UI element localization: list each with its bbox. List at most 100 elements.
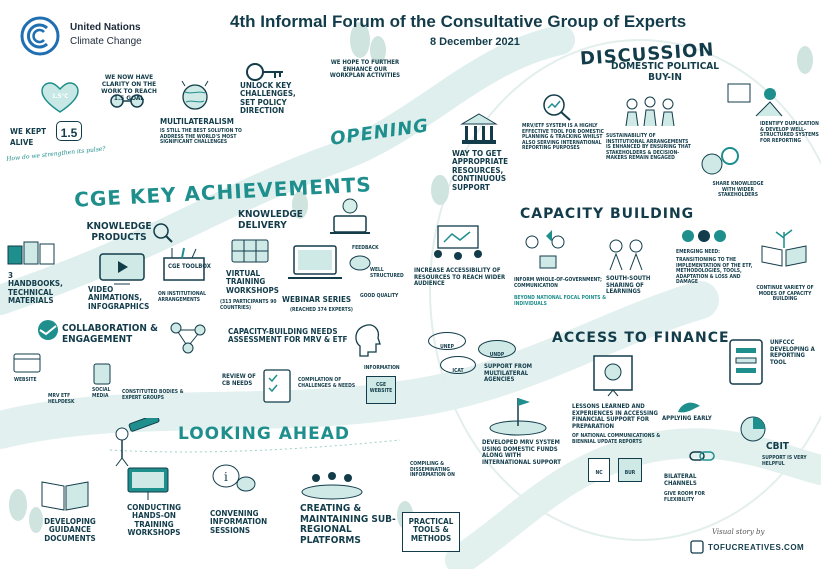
telescope-person-icon — [115, 418, 160, 467]
cge-website-label: CGE website — [369, 382, 393, 394]
bur-doc: BUR — [618, 458, 642, 482]
website-label: Website — [14, 377, 37, 383]
event-date: 8 December 2021 — [430, 36, 520, 48]
toolbox-sub: on institutional arrangements — [158, 291, 206, 303]
platforms-text: Creating & maintaining sub-regional plat… — [300, 503, 396, 546]
cbit-label: CBIT — [766, 441, 789, 452]
feedback-bubble-icon — [349, 255, 371, 271]
video-screen-icon — [99, 253, 145, 285]
convening-text: Convening information sessions — [210, 509, 268, 535]
knowledge-products-title: Knowledge Products — [86, 221, 152, 243]
compiling-text: Compiling & disseminating information on — [410, 461, 455, 478]
flag-podium-icon — [489, 398, 547, 436]
bilateral-sub: give room for flexibility — [664, 491, 705, 503]
helpdesk-label: MRV ETF helpdesk — [48, 393, 75, 405]
checklist-icon — [263, 369, 291, 403]
virtual-training-text: Virtual training workshops — [226, 269, 279, 295]
practical-tools-text: Practical tools & methods — [408, 517, 454, 543]
south-south-text: South-South sharing of learnings — [606, 275, 651, 296]
globe-person-icon — [181, 80, 209, 110]
guidance-text: Developing guidance documents — [44, 517, 96, 543]
guidance-book-icon — [41, 481, 89, 511]
page-title: 4th Informal Forum of the Consultative G… — [230, 12, 687, 31]
social-media-label: Social media — [92, 387, 111, 399]
unlock-text: Unlock key challenges, set policy direct… — [240, 81, 296, 116]
opening-heading: Opening — [329, 115, 431, 150]
video-text: Video animations, infographics — [88, 285, 150, 311]
network-icon — [170, 322, 206, 354]
magnifier-icon — [153, 223, 173, 243]
tofu-logo-icon — [690, 540, 704, 554]
south-south-icon — [609, 239, 643, 271]
constituted-bodies-label: Constituted bodies & expert groups — [122, 389, 184, 401]
org-name-line2: Climate Change — [70, 36, 142, 47]
cbit-text: support is very helpful — [762, 455, 807, 467]
kept-alive-suffix: alive — [10, 138, 34, 147]
key-icon — [246, 63, 283, 81]
cge-toolbox-label: CGE Toolbox — [168, 263, 211, 270]
webinar-sub: (reached 374 experts) — [290, 307, 353, 313]
handbooks-icon — [7, 241, 55, 265]
applying-early-text: Applying early — [662, 415, 712, 422]
chain-link-icon — [689, 451, 715, 461]
emerging-need-title: Emerging need: — [676, 249, 720, 255]
svg-text:i: i — [224, 470, 228, 484]
share-gears-icon — [701, 147, 739, 175]
nc-label: NC — [595, 470, 603, 476]
multilateralism-title: Multilateralism — [160, 117, 234, 126]
mrv-magnifier-icon — [543, 94, 571, 121]
platform-people-icon — [301, 472, 363, 500]
capacity-needs-title: Capacity-building needs assessment for M… — [228, 327, 348, 345]
webinar-text: Webinar series — [282, 295, 352, 304]
lessons-text: Lessons learned and experiences in acces… — [572, 403, 658, 430]
presentation-icon — [434, 225, 482, 260]
government-building-icon — [460, 113, 498, 144]
icat-bubble: ICAT — [440, 356, 476, 374]
info-bubble-icon: i — [212, 464, 256, 492]
unfccc-logo: United Nations Climate Change — [20, 16, 190, 56]
handbooks-text: 3 Handbooks, technical materials — [8, 271, 63, 306]
training-screen-icon — [127, 467, 169, 500]
developed-mrv-text: Developed MRV system using domestic fund… — [482, 439, 561, 466]
feedback-label: Feedback — [352, 245, 379, 251]
knowledge-delivery-title: Knowledge Delivery — [238, 209, 303, 231]
hope-text: We hope to further enhance our workplan … — [329, 59, 401, 80]
emerging-need-text: transitioning to the implementation of t… — [676, 257, 753, 285]
icat-label: ICAT — [452, 368, 464, 374]
share-knowledge-text: Share knowledge with wider stakeholders — [712, 181, 764, 198]
inform-text: Inform whole-of-government; communicatio… — [514, 277, 602, 289]
lightbulb-laptop-icon — [330, 198, 370, 234]
visual-story-credit: Visual story by — [712, 528, 765, 536]
domestic-buy-in: Domestic political buy-in — [610, 61, 719, 83]
inform-people-icon — [525, 230, 565, 269]
cge-website-box: CGE website — [366, 376, 396, 404]
virtual-training-icon — [231, 239, 269, 263]
continue-variety-text: Continue variety of modes of capacity bu… — [756, 285, 814, 302]
access-finance-heading: Access to Finance — [552, 330, 730, 346]
toolbox-icon — [163, 247, 205, 281]
kept-alive-prefix: We kept — [10, 127, 47, 136]
pie-chart-icon — [740, 416, 766, 442]
clarity-text: We now have clarity on the work to reach… — [101, 73, 157, 103]
kept-alive-value: 1.5 — [56, 121, 82, 141]
org-name-line1: United Nations — [70, 22, 141, 33]
people-group-icon — [625, 96, 675, 127]
information-label: Information — [364, 365, 400, 371]
lessons-sub: of national communications & biennial up… — [572, 433, 661, 445]
glasses-icon — [110, 94, 144, 108]
looking-ahead-heading: Looking Ahead — [178, 424, 350, 444]
bird-megaphone-icon — [678, 402, 700, 413]
webinar-laptop-icon — [288, 245, 342, 279]
handshake-icon — [38, 320, 58, 340]
identify-duplication-text: Identify duplication & develop well-stru… — [760, 121, 819, 144]
bur-label: BUR — [624, 470, 636, 476]
unfccc-emblem-icon — [20, 16, 60, 56]
sustainability-text: Sustainability of institutional arrangem… — [606, 133, 691, 161]
multilateralism-text: is still the best solution to address th… — [160, 128, 242, 145]
nc-doc: NC — [588, 458, 610, 482]
unep-bubble: UNEP — [428, 332, 466, 350]
heart-icon — [41, 82, 79, 113]
collaboration-title: Collaboration & Engagement — [62, 323, 158, 345]
unfccc-tool-text: UNFCCC developing a reporting tool — [770, 339, 815, 366]
